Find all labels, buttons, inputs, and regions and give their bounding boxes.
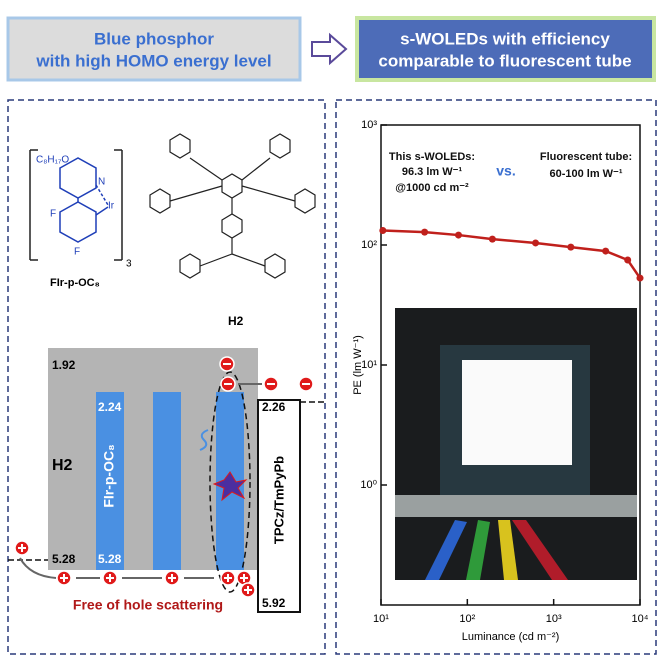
- host-label: H2: [52, 457, 73, 474]
- host-structure: [149, 133, 316, 279]
- etl-label: TPCz/TmPyPb: [271, 456, 286, 544]
- dopant-label: FIr-p-OC₈: [101, 444, 117, 507]
- count: 3: [126, 259, 132, 270]
- data-point: [379, 227, 387, 235]
- right-panel: [335, 99, 657, 655]
- y-tick-label: 10³: [361, 119, 377, 131]
- energy-value: 1.92: [52, 358, 76, 372]
- annotation: @1000 cd m⁻²: [395, 182, 469, 194]
- arrow: [311, 32, 348, 66]
- data-point: [421, 228, 429, 236]
- host-label: H2: [228, 314, 244, 328]
- energy-value: 5.28: [98, 552, 122, 566]
- x-tick-label: 10²: [459, 613, 475, 625]
- substituent: C₈H₁₇O: [36, 155, 69, 166]
- exciton: [212, 471, 248, 502]
- x-tick-label: 10⁴: [632, 613, 649, 625]
- left-panel: [7, 99, 326, 655]
- atom: N: [98, 177, 105, 188]
- annotation: This s-WOLEDs:: [389, 151, 475, 163]
- recombination-zone: [209, 371, 251, 593]
- annotation: 60-100 lm W⁻¹: [549, 168, 622, 180]
- header-line: comparable to fluorescent tube: [378, 51, 631, 70]
- chart: 10⁰ 10¹ 10² 10³ 10¹ 10² 10³ 10⁴ Luminance (cd m⁻…: [352, 119, 649, 643]
- data-point: [454, 231, 462, 239]
- energy-value: 2.26: [262, 400, 286, 414]
- data-point: [624, 256, 632, 264]
- y-tick-label: 10⁰: [360, 479, 377, 491]
- energy-value: 5.92: [262, 596, 286, 610]
- data-point: [532, 239, 540, 247]
- x-tick-label: 10¹: [373, 613, 389, 625]
- y-tick-label: 10¹: [361, 359, 377, 371]
- complex-structure: [29, 149, 123, 261]
- x-axis-label: Luminance (cd m⁻²): [462, 631, 560, 643]
- data-line: [382, 229, 642, 279]
- y-axis-label: PE (lm W⁻¹): [352, 335, 364, 395]
- data-point: [567, 243, 575, 251]
- device-photo: [395, 308, 637, 580]
- atom: F: [50, 209, 56, 220]
- y-tick-label: 10²: [361, 239, 377, 251]
- annotation: Fluorescent tube:: [540, 151, 632, 163]
- energy-value: 5.28: [52, 552, 76, 566]
- data-point: [602, 247, 610, 255]
- annotation: 96.3 lm W⁻¹: [402, 166, 463, 178]
- right-header-box: [355, 16, 656, 82]
- left-header-box: [6, 16, 302, 82]
- energy-value: 2.24: [98, 400, 122, 414]
- atom: Ir: [108, 201, 115, 212]
- annotation: vs.: [496, 163, 515, 179]
- header-line: Blue phosphor: [94, 29, 214, 48]
- complex-label: FIr-p-OC₈: [50, 277, 100, 289]
- etl-level: [257, 399, 301, 613]
- data-point: [488, 235, 496, 243]
- atom: F: [74, 247, 80, 258]
- header-line: s-WOLEDs with efficiency: [400, 29, 610, 48]
- x-tick-label: 10³: [546, 613, 562, 625]
- data-point: [636, 274, 644, 282]
- charges: [14, 356, 314, 598]
- dopant-level: [153, 392, 181, 570]
- caption: Free of hole scattering: [73, 597, 223, 613]
- dopant-level: [96, 392, 124, 570]
- header-line: with high HOMO energy level: [35, 51, 271, 70]
